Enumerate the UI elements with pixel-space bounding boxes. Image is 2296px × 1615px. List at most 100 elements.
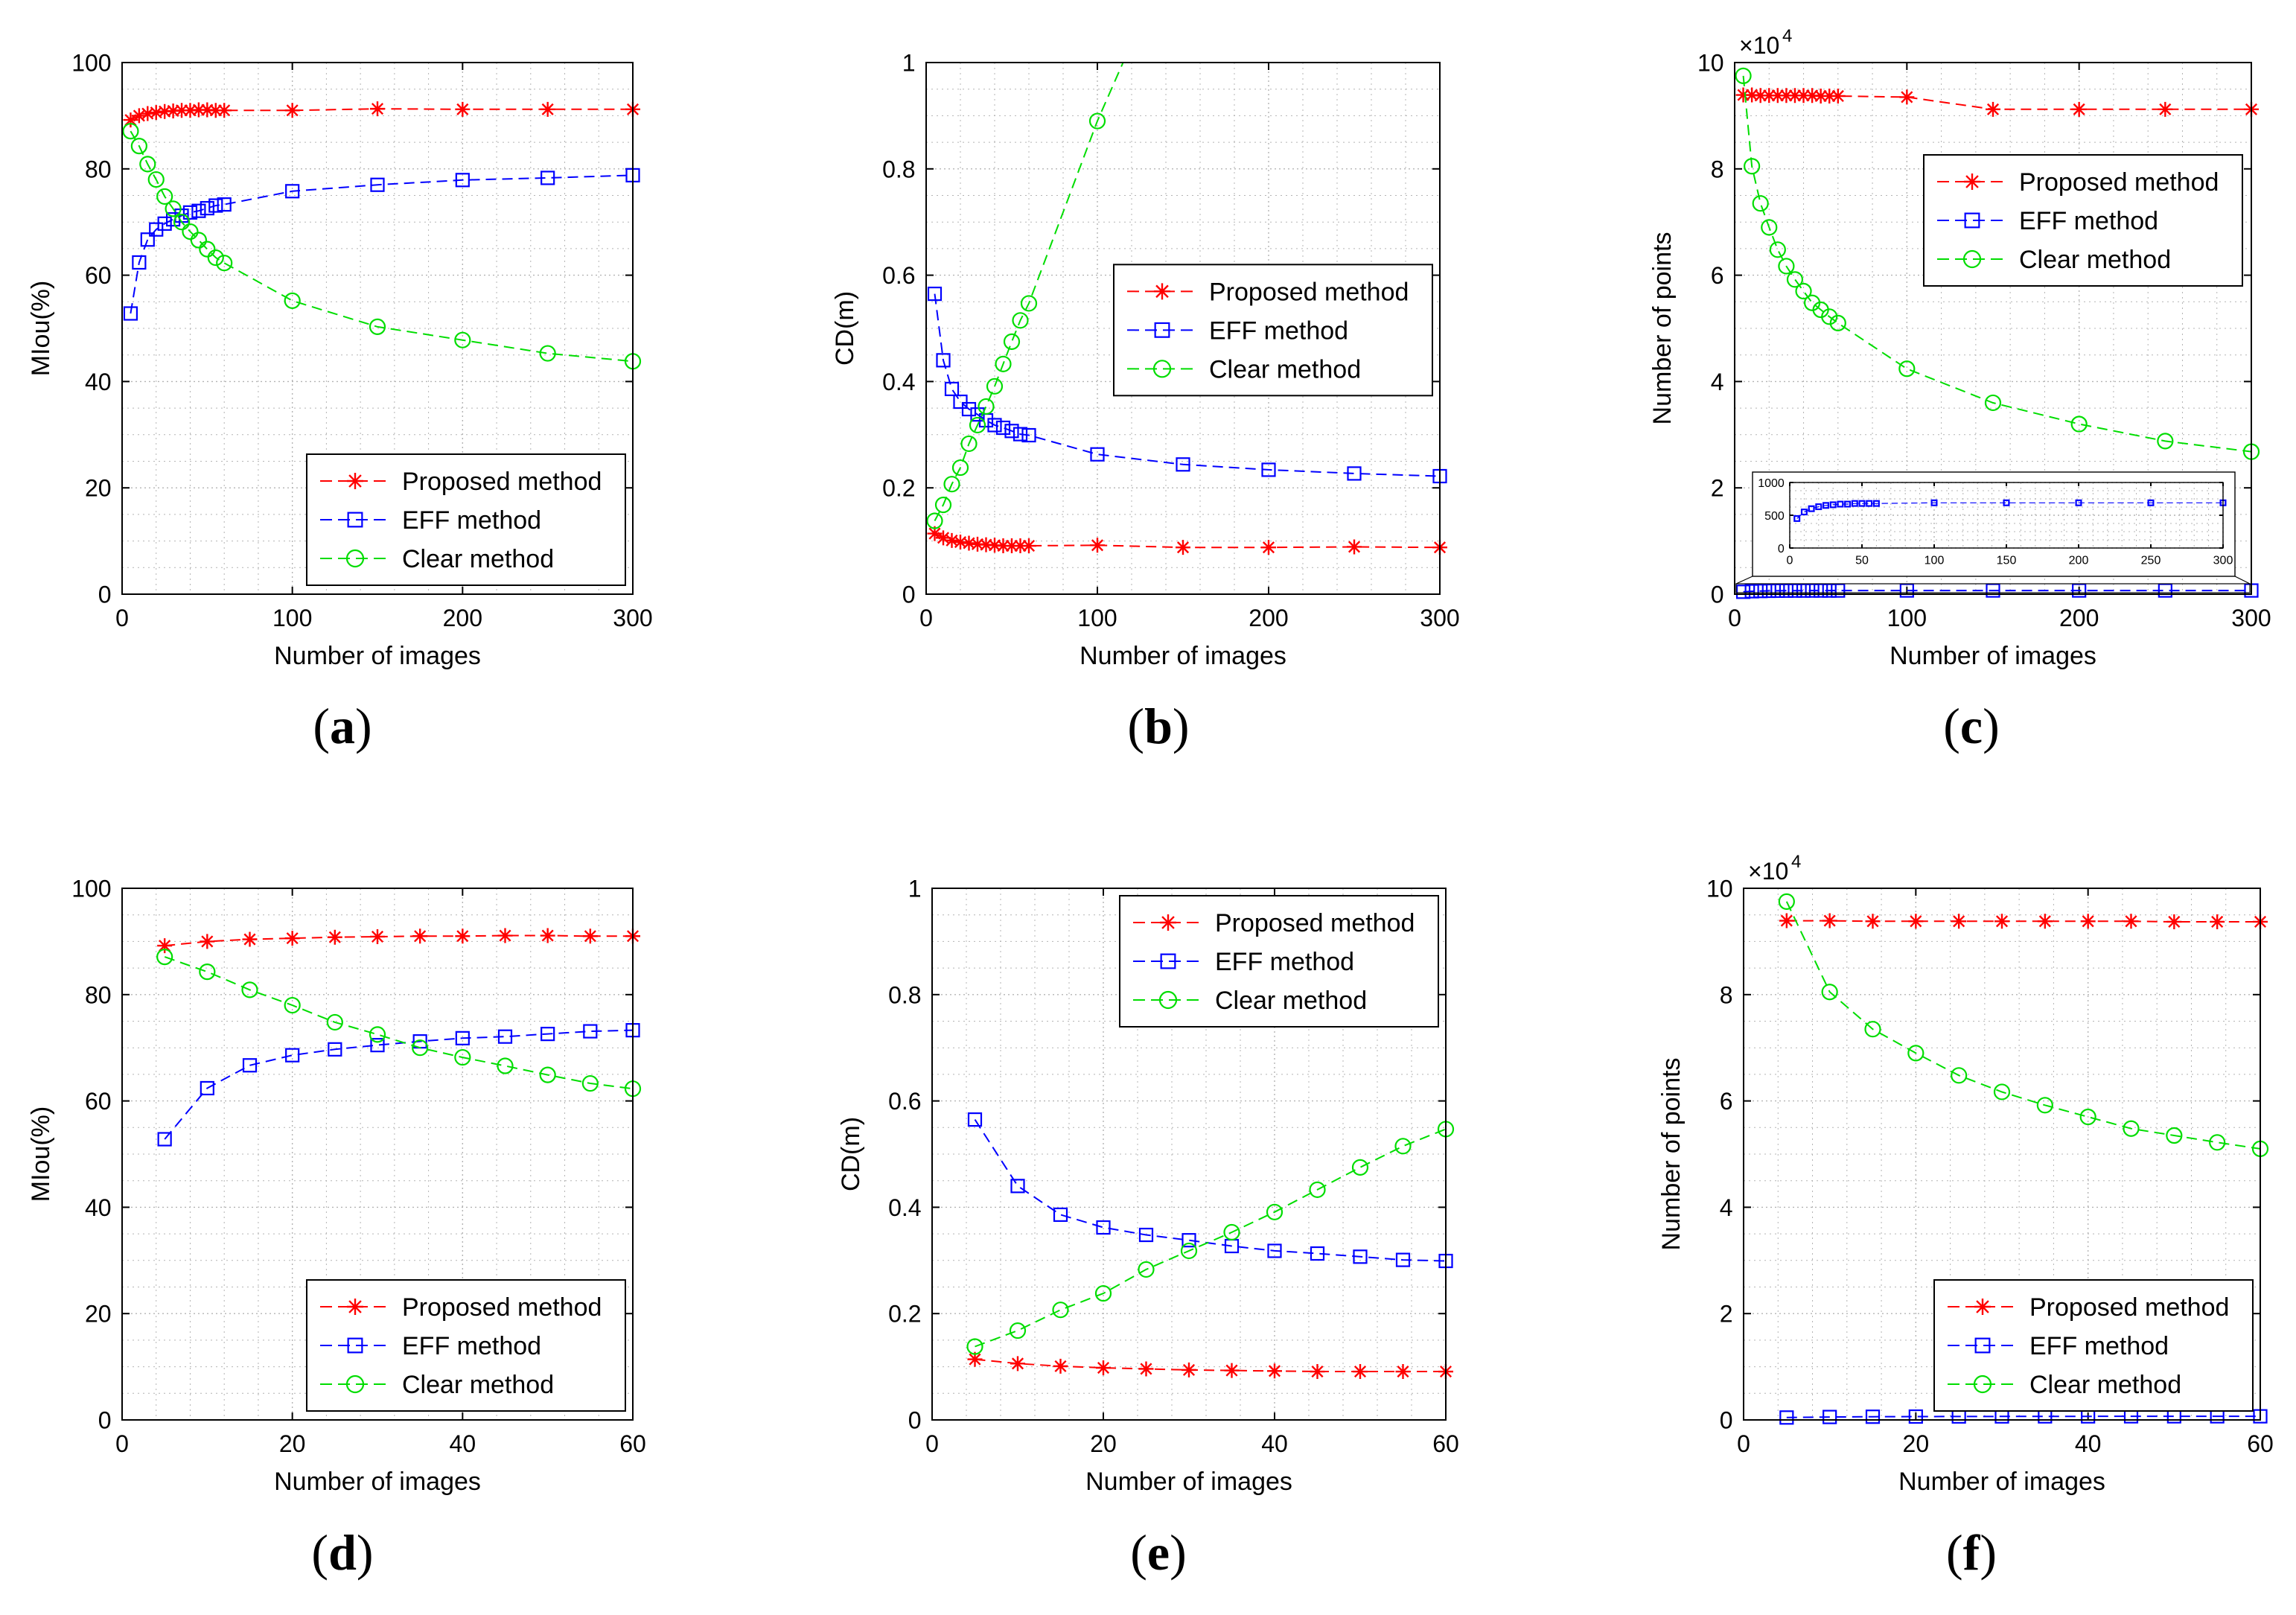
x-tick-label: 60 — [1432, 1430, 1459, 1457]
x-axis-label: Number of images — [1085, 1468, 1292, 1496]
caption-paren: ( — [1946, 1524, 1963, 1581]
data-point — [960, 435, 978, 453]
data-point — [174, 103, 190, 118]
legend-label: Proposed method — [402, 1293, 602, 1322]
data-point — [326, 1013, 343, 1031]
data-point — [2157, 433, 2174, 450]
caption-letter: b — [1144, 698, 1173, 754]
data-point — [497, 1029, 513, 1044]
data-point — [2071, 101, 2087, 117]
data-point — [1182, 1362, 1196, 1377]
caption-paren: ) — [355, 698, 372, 754]
data-point — [540, 928, 555, 943]
data-point — [156, 949, 173, 966]
data-point — [1805, 583, 1820, 598]
data-point — [1182, 1233, 1196, 1248]
x-axis-label: Number of images — [274, 642, 481, 670]
axes-frame — [925, 62, 1441, 595]
data-point — [1994, 914, 2009, 929]
y-tick-label: 0.4 — [882, 369, 915, 395]
y-tick-label: 0 — [908, 1407, 922, 1434]
legend-marker — [1974, 1299, 1991, 1315]
y-tick-label: 1 — [908, 876, 922, 902]
zoom-connector — [2234, 576, 2251, 584]
data-point — [1753, 584, 1768, 599]
data-point — [1090, 538, 1105, 553]
y-axis-label: CD(m) — [831, 291, 859, 366]
y-axis-label: Number of points — [1648, 232, 1677, 425]
data-point — [200, 201, 214, 216]
data-point — [1796, 88, 1811, 103]
data-point — [1837, 500, 1844, 508]
caption-letter: f — [1963, 1524, 1981, 1581]
data-point — [2166, 914, 2182, 929]
data-point — [1778, 258, 1795, 275]
legend-marker — [1158, 990, 1178, 1010]
axes-frame — [931, 888, 1447, 1421]
data-point — [412, 1039, 429, 1057]
data-point — [953, 394, 968, 410]
data-point — [1012, 312, 1029, 329]
series-clear-method — [926, 62, 1124, 529]
data-point — [1984, 394, 2002, 412]
legend-label: EFF method — [2019, 207, 2158, 235]
data-point — [1744, 584, 1759, 599]
legend-marker — [347, 473, 363, 489]
data-point — [2036, 1097, 2053, 1114]
data-point — [1010, 1179, 1025, 1194]
data-point — [1176, 540, 1190, 555]
data-point — [1769, 241, 1786, 258]
y-tick-label: 40 — [85, 1194, 112, 1221]
legend: Proposed method EFF method Clear method — [1113, 264, 1433, 397]
data-point — [1779, 1410, 1794, 1425]
data-point — [2003, 499, 2010, 506]
axes-frame — [121, 62, 634, 595]
data-point — [1267, 1243, 1282, 1258]
data-point — [1770, 583, 1785, 598]
data-point — [1021, 427, 1036, 443]
y-tick-label: 60 — [85, 1088, 112, 1115]
data-point — [1778, 893, 1795, 910]
caption-paren: ( — [313, 698, 330, 754]
data-point — [455, 101, 471, 117]
data-point — [284, 931, 300, 946]
caption-letter: c — [1960, 698, 1983, 754]
y-tick-label: 0.2 — [888, 1301, 921, 1328]
data-point — [1347, 539, 1362, 555]
data-point — [200, 934, 215, 949]
legend-label: Clear method — [2029, 1371, 2181, 1399]
data-point — [208, 198, 223, 213]
data-point — [199, 241, 216, 258]
data-point — [1310, 1246, 1325, 1261]
data-point — [1309, 1181, 1326, 1198]
y-tick-label: 0 — [98, 1407, 112, 1434]
data-point — [182, 103, 198, 118]
caption-letter: a — [330, 698, 355, 754]
series-proposed-method — [1735, 87, 2259, 117]
data-point — [497, 1057, 514, 1074]
data-point — [966, 1338, 983, 1355]
data-point — [1793, 515, 1801, 522]
data-point — [1813, 88, 1828, 103]
x-axis-label: Number of images — [1080, 642, 1286, 670]
data-point — [455, 928, 471, 944]
data-point — [369, 1026, 386, 1043]
data-point — [182, 223, 199, 241]
axes-frame — [1734, 62, 2252, 595]
data-point — [1394, 1138, 1412, 1155]
legend-item: Proposed method — [1948, 1293, 2229, 1322]
series-clear-method — [1778, 893, 2269, 1157]
data-point — [1395, 1364, 1411, 1380]
data-point — [140, 232, 155, 247]
data-point — [969, 416, 986, 434]
y-tick-label: 8 — [1720, 981, 1733, 1008]
data-point — [540, 101, 555, 117]
legend-item: Proposed method — [1937, 168, 2219, 197]
data-point — [1351, 1159, 1369, 1176]
y-tick-label: 4 — [1711, 369, 1724, 395]
data-point — [961, 535, 977, 551]
data-point — [1808, 505, 1815, 512]
data-point — [1735, 87, 1751, 103]
x-tick-label: 100 — [1887, 605, 1927, 631]
data-point — [934, 496, 952, 514]
